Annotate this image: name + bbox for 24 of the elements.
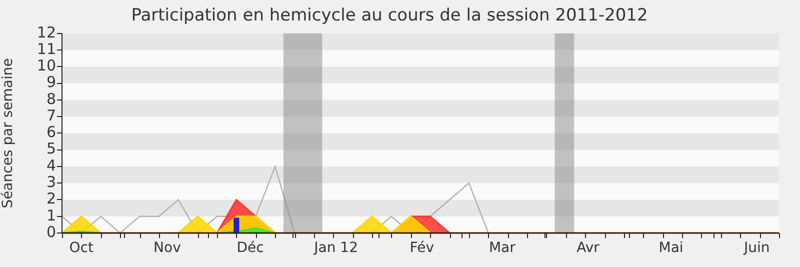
x-tick-label: Fév [410, 240, 434, 256]
y-tick-label: 10 [36, 56, 56, 75]
y-tick-label: 8 [46, 90, 56, 108]
x-tick-label: Nov [154, 240, 181, 256]
x-tick-label: Mar [488, 240, 516, 256]
y-tick-label: 11 [36, 40, 56, 58]
chart-title: Participation en hemicycle au cours de la session 2011-2012 [131, 6, 648, 26]
y-tick-label: 5 [46, 140, 56, 158]
x-tick-label: Jan 12 [313, 240, 358, 256]
y-axis-title: Séances par semaine [0, 58, 16, 208]
y-tick-label: 3 [46, 172, 56, 191]
x-tick-label: Avr [576, 240, 600, 256]
y-tick-label: 9 [46, 73, 56, 92]
y-tick-label: 1 [46, 206, 56, 224]
x-tick-label: Mai [658, 240, 684, 256]
y-tick-label: 4 [46, 156, 56, 174]
y-tick-label: 6 [46, 123, 56, 142]
y-tick-label: 2 [46, 190, 56, 208]
y-tick-label: 12 [36, 23, 56, 42]
x-tick-label: Oct [69, 240, 94, 256]
x-tick-label: Juin [742, 240, 770, 256]
y-tick-label: 0 [46, 222, 56, 241]
y-tick-label: 7 [46, 106, 56, 124]
x-tick-label: Déc [236, 240, 264, 256]
